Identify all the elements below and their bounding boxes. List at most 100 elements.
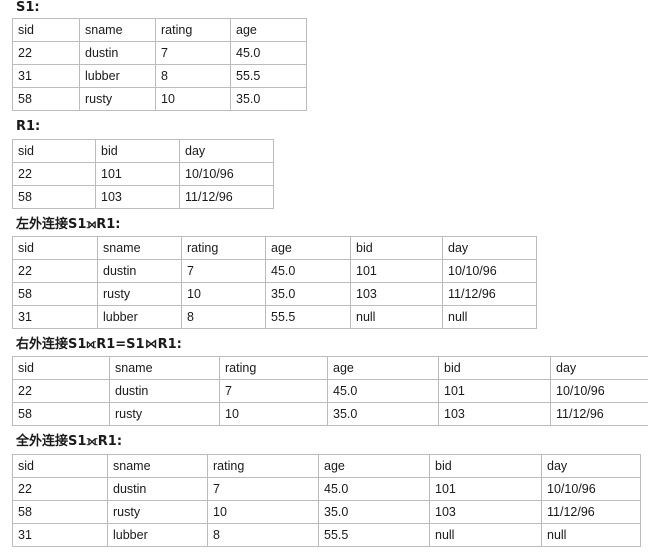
cell-sid: 58: [12, 282, 98, 306]
header-row: sid bid day: [12, 139, 274, 163]
section-heading: 右外连接S1⟖R1=S1⋈R1:: [16, 337, 182, 352]
column-header-bid: bid: [438, 356, 551, 380]
cell-age: 45.0: [318, 477, 430, 501]
cell-sid: 22: [12, 162, 96, 186]
column-header-sid: sid: [12, 236, 98, 260]
cell-rating: 7: [181, 259, 266, 283]
column-header-sid: sid: [12, 139, 96, 163]
cell-sid: 22: [12, 477, 108, 501]
cell-day: null: [541, 523, 641, 547]
cell-day: 11/12/96: [179, 185, 274, 209]
cell-bid: null: [350, 305, 443, 329]
column-header-rating: rating: [219, 356, 328, 380]
cell-rating: 8: [181, 305, 266, 329]
cell-sname: rusty: [97, 282, 182, 306]
cell-bid: 101: [429, 477, 542, 501]
table-row: 58 rusty 10 35.0 103 11/12/96: [12, 402, 648, 426]
column-header-age: age: [318, 454, 430, 478]
cell-age: 45.0: [265, 259, 351, 283]
cell-rating: 8: [207, 523, 319, 547]
cell-sname: rusty: [107, 500, 208, 524]
column-header-sname: sname: [109, 356, 220, 380]
cell-sname: dustin: [79, 41, 156, 65]
column-header-day: day: [442, 236, 537, 260]
cell-rating: 10: [181, 282, 266, 306]
table-row: 31 lubber 8 55.5: [12, 64, 307, 88]
cell-rating: 10: [207, 500, 319, 524]
cell-bid: 103: [95, 185, 180, 209]
cell-sname: dustin: [97, 259, 182, 283]
cell-sname: lubber: [97, 305, 182, 329]
column-header-sname: sname: [107, 454, 208, 478]
section-heading: 左外连接S1⟕R1:: [16, 217, 121, 232]
cell-day: 10/10/96: [442, 259, 537, 283]
cell-day: null: [442, 305, 537, 329]
table-row: 58 rusty 10 35.0 103 11/12/96: [12, 282, 537, 306]
cell-age: 35.0: [265, 282, 351, 306]
column-header-rating: rating: [181, 236, 266, 260]
relation-table: sid sname rating age bid day 22 dustin 7 45.0 101 1…: [12, 454, 641, 547]
column-header-day: day: [179, 139, 274, 163]
cell-day: 10/10/96: [541, 477, 641, 501]
cell-sid: 58: [12, 500, 108, 524]
cell-sname: dustin: [107, 477, 208, 501]
cell-bid: 101: [350, 259, 443, 283]
cell-sname: rusty: [109, 402, 220, 426]
cell-bid: 103: [429, 500, 542, 524]
section-heading: S1:: [16, 0, 40, 15]
section-heading: 全外连接S1⟗R1:: [16, 434, 123, 449]
cell-rating: 7: [155, 41, 231, 65]
table-row: 58 rusty 10 35.0 103 11/12/96: [12, 500, 641, 524]
table-row: 22 dustin 7 45.0 101 10/10/96: [12, 379, 648, 403]
column-header-bid: bid: [429, 454, 542, 478]
cell-sid: 31: [12, 64, 80, 88]
cell-age: 35.0: [318, 500, 430, 524]
cell-bid: 103: [438, 402, 551, 426]
column-header-sid: sid: [12, 18, 80, 42]
column-header-sname: sname: [79, 18, 156, 42]
table-row: 58 rusty 10 35.0: [12, 87, 307, 111]
cell-sid: 58: [12, 402, 110, 426]
cell-sname: lubber: [79, 64, 156, 88]
relation-table: sid sname rating age bid day 22 dustin 7 45.0 101 1…: [12, 356, 648, 426]
table-row: 31 lubber 8 55.5 null null: [12, 523, 641, 547]
cell-sid: 58: [12, 185, 96, 209]
cell-age: 55.5: [318, 523, 430, 547]
cell-bid: 101: [438, 379, 551, 403]
header-row: sid sname rating age bid day: [12, 454, 641, 478]
cell-sid: 31: [12, 523, 108, 547]
cell-day: 11/12/96: [541, 500, 641, 524]
column-header-bid: bid: [95, 139, 180, 163]
table-row: 22 dustin 7 45.0 101 10/10/96: [12, 259, 537, 283]
cell-day: 11/12/96: [442, 282, 537, 306]
column-header-sname: sname: [97, 236, 182, 260]
cell-day: 10/10/96: [550, 379, 648, 403]
cell-age: 45.0: [230, 41, 307, 65]
column-header-age: age: [327, 356, 439, 380]
cell-rating: 7: [207, 477, 319, 501]
column-header-sid: sid: [12, 356, 110, 380]
cell-sname: rusty: [79, 87, 156, 111]
cell-sid: 58: [12, 87, 80, 111]
table-row: 22 dustin 7 45.0: [12, 41, 307, 65]
cell-sname: lubber: [107, 523, 208, 547]
cell-age: 35.0: [230, 87, 307, 111]
cell-sid: 22: [12, 41, 80, 65]
header-row: sid sname rating age: [12, 18, 307, 42]
cell-bid: 103: [350, 282, 443, 306]
section-heading: R1:: [16, 119, 41, 134]
cell-rating: 8: [155, 64, 231, 88]
column-header-day: day: [541, 454, 641, 478]
column-header-age: age: [230, 18, 307, 42]
header-row: sid sname rating age bid day: [12, 356, 648, 380]
cell-day: 11/12/96: [550, 402, 648, 426]
column-header-rating: rating: [155, 18, 231, 42]
table-row: 31 lubber 8 55.5 null null: [12, 305, 537, 329]
cell-age: 55.5: [265, 305, 351, 329]
cell-rating: 10: [155, 87, 231, 111]
cell-age: 35.0: [327, 402, 439, 426]
table-row: 22 101 10/10/96: [12, 162, 274, 186]
cell-age: 55.5: [230, 64, 307, 88]
cell-bid: null: [429, 523, 542, 547]
cell-day: 10/10/96: [179, 162, 274, 186]
